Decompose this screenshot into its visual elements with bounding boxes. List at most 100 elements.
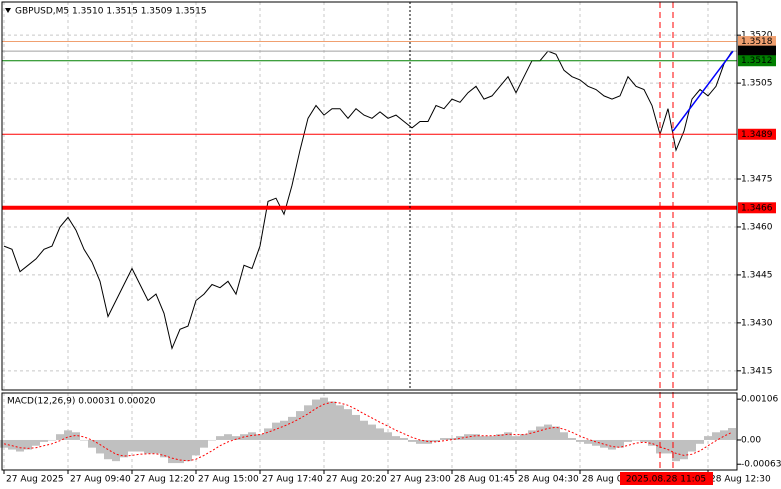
histogram-bar xyxy=(648,439,656,446)
series-line xyxy=(3,401,733,462)
histogram-bar xyxy=(304,405,312,440)
histogram-bar xyxy=(384,432,392,440)
y-tick-label: 1.3460 xyxy=(741,222,773,232)
histogram-bar xyxy=(8,439,16,450)
histogram-bar xyxy=(488,436,496,440)
histogram-bar xyxy=(208,439,216,441)
histogram-bar xyxy=(448,438,456,440)
histogram-bar xyxy=(552,426,560,440)
y-tick-label: 1.3520 xyxy=(741,31,773,41)
x-tick-label: 27 Aug 23:00 xyxy=(390,475,451,485)
histogram-bar xyxy=(608,439,616,450)
histogram-bar xyxy=(432,439,440,442)
histogram-bar xyxy=(96,439,104,454)
histogram-bar xyxy=(664,439,672,454)
histogram-bar xyxy=(232,436,240,440)
histogram-bar xyxy=(200,439,208,448)
price-level-tag xyxy=(738,55,776,67)
macd-frame xyxy=(1,392,738,471)
histogram-bar xyxy=(344,409,352,440)
y-tick-label: 1.3415 xyxy=(741,366,773,376)
histogram-bar xyxy=(392,436,400,440)
price-level-label: 1.3518 xyxy=(741,37,773,47)
histogram-bar xyxy=(584,439,592,444)
price-level-label: 1.3512 xyxy=(741,56,773,66)
histogram-bar xyxy=(296,411,304,440)
collapse-icon[interactable] xyxy=(5,8,11,13)
price-level-label: 1.3466 xyxy=(741,203,773,213)
histogram-bar xyxy=(408,439,416,442)
histogram-bar xyxy=(360,420,368,440)
histogram-bar xyxy=(576,439,584,442)
histogram-bar xyxy=(312,399,320,440)
histogram-bar xyxy=(672,439,680,462)
series-line xyxy=(3,50,733,351)
histogram-bar xyxy=(336,405,344,440)
x-tick-label: 28 Aug 01:45 xyxy=(454,475,515,485)
histogram-bar xyxy=(480,436,488,440)
x-tick-label: 28 Aug 07:15 xyxy=(582,475,643,485)
histogram-bar xyxy=(168,439,176,464)
histogram-bar xyxy=(704,436,712,440)
grid xyxy=(2,2,737,470)
histogram-bar xyxy=(160,439,168,458)
histogram-bar xyxy=(504,432,512,440)
y-tick-label: 1.3445 xyxy=(741,270,773,280)
x-tick-label: 27 Aug 17:40 xyxy=(262,475,323,485)
histogram-bar xyxy=(456,436,464,440)
histogram-bar xyxy=(640,439,648,442)
histogram-bar xyxy=(264,428,272,440)
macd-title: MACD(12,26,9) 0.00031 0.00020 xyxy=(7,397,156,407)
histogram-bar xyxy=(16,439,24,452)
histogram-bar xyxy=(248,432,256,440)
histogram-bar xyxy=(728,428,736,440)
histogram-bar xyxy=(184,439,192,462)
histogram-bar xyxy=(88,439,96,448)
y-tick-label: 1.3430 xyxy=(741,318,773,328)
main-frame xyxy=(1,1,738,391)
histogram-bar xyxy=(128,439,136,452)
histogram-bar xyxy=(272,422,280,440)
plot xyxy=(0,41,737,464)
histogram-bar xyxy=(472,434,480,440)
histogram-bar xyxy=(352,414,360,440)
trend-line xyxy=(672,50,734,132)
price-level-label: 1.3489 xyxy=(741,130,773,140)
histogram-bar xyxy=(192,439,200,456)
histogram-bar xyxy=(280,420,288,440)
histogram-bar xyxy=(120,439,128,458)
histogram-bar xyxy=(152,439,160,454)
histogram-bar xyxy=(536,426,544,440)
histogram-bar xyxy=(256,434,264,440)
histogram-bar xyxy=(600,439,608,448)
x-tick-label: 27 Aug 12:20 xyxy=(134,475,195,485)
histogram-bar xyxy=(368,424,376,440)
histogram-bar xyxy=(32,439,40,446)
histogram-bar xyxy=(40,439,48,442)
price-level-tag xyxy=(738,128,776,140)
histogram-bar xyxy=(48,439,56,441)
histogram-bar xyxy=(328,401,336,440)
histogram-bar xyxy=(112,439,120,462)
histogram-bar xyxy=(400,438,408,440)
histogram-bar xyxy=(72,432,80,440)
price-level-tag xyxy=(738,45,776,57)
histogram-bar xyxy=(632,439,640,441)
x-tick-label: 27 Aug 2025 xyxy=(6,475,64,485)
histogram-bar xyxy=(216,436,224,440)
histogram-bar xyxy=(680,439,688,460)
histogram-bar xyxy=(712,432,720,440)
histogram-bar xyxy=(696,439,704,444)
histogram-bar xyxy=(592,439,600,446)
histogram-bar xyxy=(528,430,536,440)
price-level-label: 1.3515 xyxy=(741,47,773,57)
histogram-bar xyxy=(176,439,184,464)
axes: 27 Aug 2025 27 Aug 09:40 27 Aug 12:20 27 Au… xyxy=(3,31,781,485)
histogram-bar xyxy=(720,430,728,440)
histogram-bar xyxy=(320,397,328,440)
y-tick-label: 1.3475 xyxy=(741,175,773,185)
histogram-bar xyxy=(144,439,152,454)
histogram-bar xyxy=(376,428,384,440)
